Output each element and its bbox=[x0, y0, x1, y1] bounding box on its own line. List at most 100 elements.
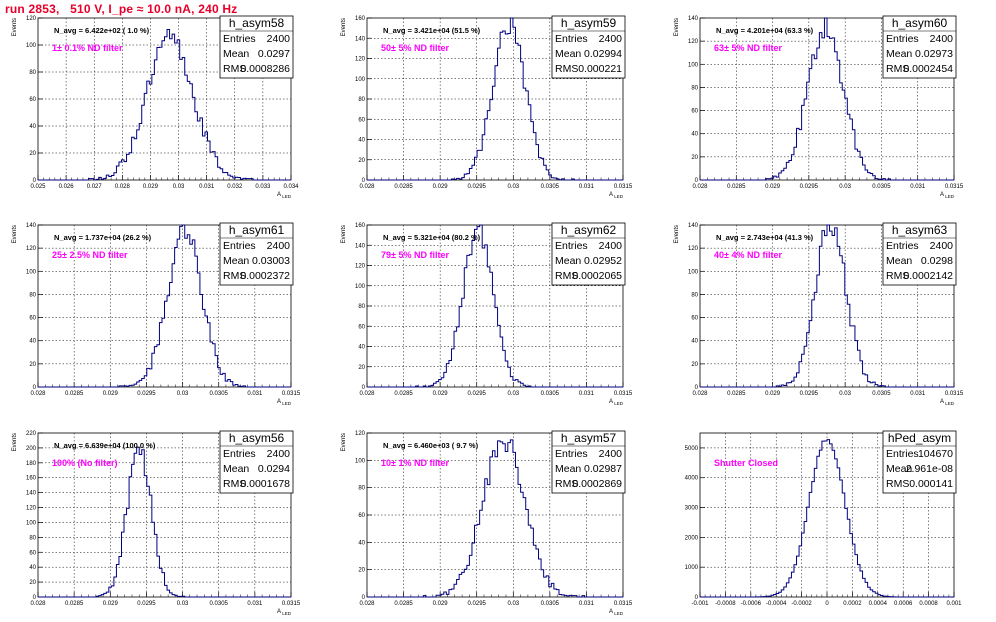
y-tick-label: 60 bbox=[358, 513, 365, 519]
x-tick-label: 0.031 bbox=[247, 391, 263, 397]
x-tick-label: 0.03 bbox=[839, 184, 851, 190]
y-tick-label: 120 bbox=[688, 39, 699, 45]
y-tick-label: 140 bbox=[355, 243, 366, 249]
x-axis-title-subscript: LED bbox=[281, 611, 292, 616]
stats-rms-value: 0.0002869 bbox=[572, 478, 622, 490]
y-tick-label: 100 bbox=[355, 284, 366, 290]
y-tick-label: 0 bbox=[33, 595, 37, 601]
x-tick-label: 0.031 bbox=[910, 184, 926, 190]
y-tick-label: 0 bbox=[695, 178, 699, 184]
x-tick-label: 0.031 bbox=[579, 601, 595, 607]
x-tick-label: 0.03 bbox=[173, 184, 185, 190]
y-tick-label: 160 bbox=[355, 16, 366, 22]
stats-mean-value: 2.961e-08 bbox=[906, 463, 953, 475]
x-tick-label: 0.0285 bbox=[727, 391, 746, 397]
x-tick-label: 0.0285 bbox=[394, 391, 413, 397]
x-tick-label: 0.0305 bbox=[210, 601, 229, 607]
stats-entries-label: Entries bbox=[886, 240, 919, 252]
stats-box bbox=[882, 222, 957, 286]
x-tick-label: -0.0002 bbox=[791, 601, 812, 607]
x-tick-label: -0.001 bbox=[691, 601, 709, 607]
y-tick-label: 3000 bbox=[685, 506, 699, 512]
x-tick-label: -0.0006 bbox=[741, 601, 762, 607]
stats-mean-label: Mean bbox=[555, 48, 581, 60]
x-axis-title-subscript: LED bbox=[613, 611, 624, 616]
stats-rms-value: 0.0001678 bbox=[240, 478, 290, 490]
stats-rms-value: 0.000221 bbox=[578, 63, 622, 75]
y-tick-label: 4000 bbox=[685, 476, 699, 482]
y-tick-label: 80 bbox=[358, 97, 365, 103]
y-tick-label: 20 bbox=[358, 568, 365, 574]
x-tick-label: 0.028 bbox=[30, 391, 46, 397]
x-axis-title-subscript: LED bbox=[944, 194, 955, 199]
x-tick-label: 0.03 bbox=[507, 184, 519, 190]
y-tick-label: 200 bbox=[26, 446, 37, 452]
x-tick-label: 0.028 bbox=[692, 184, 708, 190]
stats-entries-value: 2400 bbox=[267, 448, 291, 460]
stats-rms-value: 0.0002142 bbox=[903, 270, 953, 282]
filter-annotation: Shutter Closed bbox=[714, 458, 778, 468]
y-tick-label: 40 bbox=[691, 132, 698, 138]
y-axis-title: Events bbox=[341, 433, 347, 451]
x-tick-label: 0.0315 bbox=[945, 391, 964, 397]
y-axis-title: Events bbox=[12, 433, 18, 451]
histogram-line bbox=[38, 446, 291, 598]
y-tick-label: 40 bbox=[358, 345, 365, 351]
histogram-line bbox=[38, 224, 291, 388]
histogram-line bbox=[367, 439, 623, 598]
y-axis-title: Events bbox=[12, 18, 18, 36]
stats-box bbox=[882, 430, 957, 494]
x-tick-label: 0.0285 bbox=[65, 391, 84, 397]
x-tick-label: 0.028 bbox=[30, 601, 46, 607]
y-tick-label: 0 bbox=[362, 178, 366, 184]
y-tick-label: 60 bbox=[358, 324, 365, 330]
stats-rms-label: RMS bbox=[886, 270, 909, 282]
histogram-line bbox=[367, 224, 623, 388]
y-tick-label: 140 bbox=[688, 16, 699, 22]
y-tick-label: 80 bbox=[29, 535, 36, 541]
x-tick-label: 0.0285 bbox=[394, 601, 413, 607]
stats-histogram-name: hPed_asym bbox=[888, 431, 951, 445]
x-tick-label: 0.0008 bbox=[919, 601, 938, 607]
stats-rms-value: 0.0002454 bbox=[903, 63, 953, 75]
x-tick-label: 0.033 bbox=[255, 184, 271, 190]
x-tick-label: 0.0295 bbox=[468, 601, 487, 607]
y-tick-label: 0 bbox=[695, 385, 699, 391]
stats-histogram-name: h_asym60 bbox=[892, 16, 948, 30]
stats-entries-label: Entries bbox=[223, 33, 256, 45]
x-axis-title: A LED bbox=[277, 399, 292, 406]
filter-annotation: 63± 5% ND filter bbox=[714, 43, 782, 53]
y-tick-label: 60 bbox=[29, 97, 36, 103]
x-tick-label: 0.0305 bbox=[541, 601, 560, 607]
x-tick-label: 0.029 bbox=[433, 391, 449, 397]
y-tick-label: 120 bbox=[26, 506, 37, 512]
stats-entries-value: 2400 bbox=[930, 33, 954, 45]
histogram-pad-h_asym60: 0.028 0.0285 0.029 0.0295 0.03 0.0305 0.031 0.0… bbox=[674, 15, 964, 199]
stats-histogram-name: h_asym63 bbox=[892, 223, 948, 237]
histogram-pad-h_asym62: 0.028 0.0285 0.029 0.0295 0.03 0.0305 0.031 0.0… bbox=[341, 222, 633, 406]
stats-entries-value: 2400 bbox=[267, 33, 291, 45]
x-tick-label: 0.0285 bbox=[65, 601, 84, 607]
x-tick-label: 0.029 bbox=[103, 391, 119, 397]
histogram-pad-h_asym63: 0.028 0.0285 0.029 0.0295 0.03 0.0305 0.031 0.0… bbox=[674, 222, 964, 406]
y-tick-label: 140 bbox=[688, 223, 699, 229]
x-tick-label: 0.0295 bbox=[800, 391, 819, 397]
y-tick-label: 40 bbox=[358, 138, 365, 144]
x-tick-label: 0.031 bbox=[910, 391, 926, 397]
filter-annotation: 1± 0.1% ND filter bbox=[52, 43, 123, 53]
stats-entries-label: Entries bbox=[223, 448, 256, 460]
y-tick-label: 60 bbox=[691, 109, 698, 115]
stats-mean-label: Mean bbox=[555, 255, 581, 267]
y-tick-label: 1000 bbox=[685, 565, 699, 571]
x-axis-title: A LED bbox=[609, 609, 624, 616]
stats-entries-label: Entries bbox=[555, 240, 588, 252]
stats-box bbox=[219, 15, 294, 79]
y-tick-label: 0 bbox=[362, 385, 366, 391]
y-tick-label: 80 bbox=[29, 70, 36, 76]
y-tick-label: 120 bbox=[355, 264, 366, 270]
y-tick-label: 80 bbox=[29, 292, 36, 298]
x-tick-label: 0.0315 bbox=[614, 184, 633, 190]
stats-entries-label: Entries bbox=[886, 33, 919, 45]
y-tick-label: 60 bbox=[358, 117, 365, 123]
